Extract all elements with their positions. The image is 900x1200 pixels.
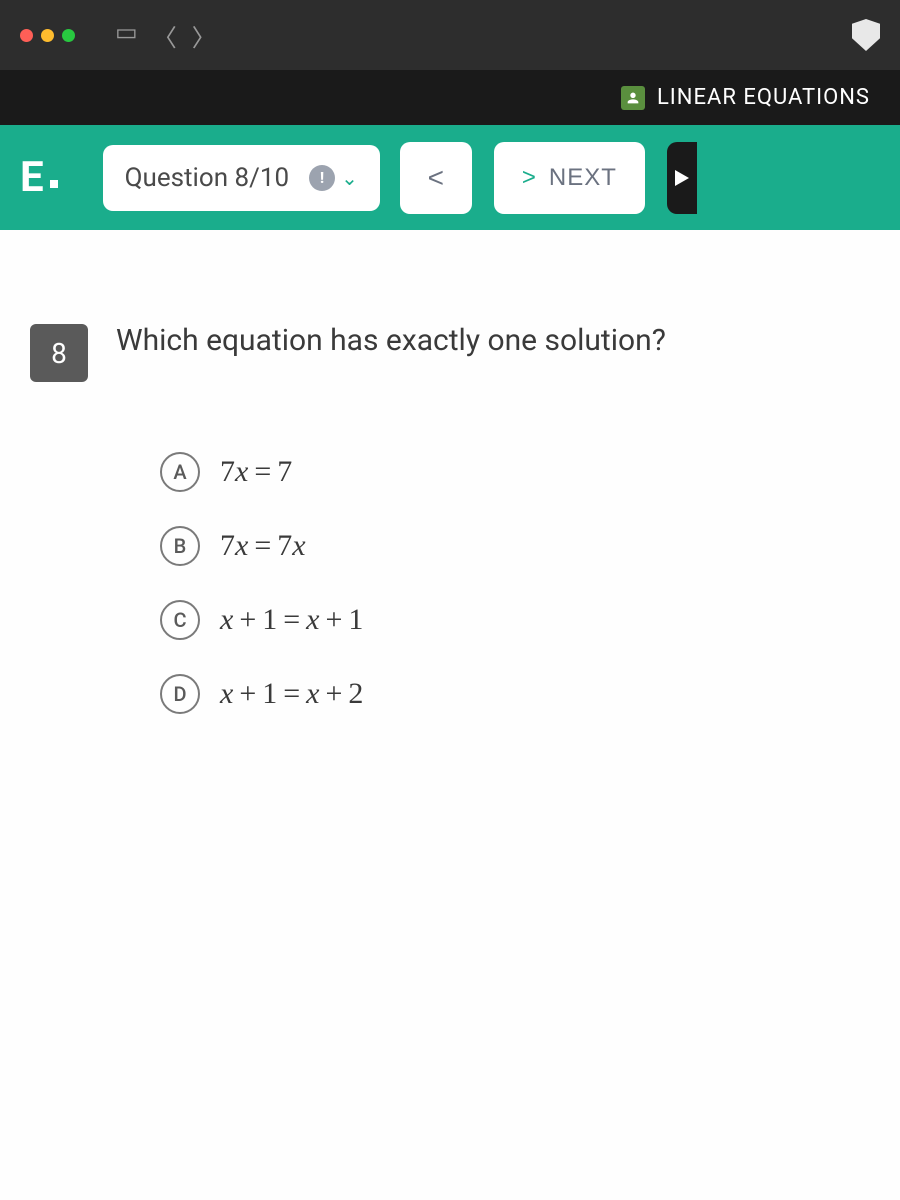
chevron-down-icon: ⌄ xyxy=(341,166,358,190)
brand-logo[interactable]: E xyxy=(0,125,78,230)
answer-letter-badge: B xyxy=(160,526,200,566)
answer-option-a[interactable]: A 7x=7 xyxy=(160,452,870,492)
answer-letter-badge: C xyxy=(160,600,200,640)
window-controls xyxy=(20,29,75,42)
question-counter-label: Question 8/10 xyxy=(125,163,289,193)
brand-letter: E xyxy=(20,153,44,202)
play-icon xyxy=(675,170,689,186)
answer-list: A 7x=7 B 7x=7x C x+1=x+1 D x+1=x+2 xyxy=(160,452,870,714)
browser-chrome: ▭ 〈 〉 xyxy=(0,0,900,70)
person-icon xyxy=(621,86,645,110)
answer-letter-badge: D xyxy=(160,674,200,714)
answer-option-c[interactable]: C x+1=x+1 xyxy=(160,600,870,640)
answer-text: x+1=x+2 xyxy=(220,677,363,711)
minimize-window-button[interactable] xyxy=(41,29,54,42)
question-text: Which equation has exactly one solution? xyxy=(116,320,666,362)
alert-icon: ! xyxy=(309,165,335,191)
shield-icon[interactable] xyxy=(852,19,880,51)
question-row: 8 Which equation has exactly one solutio… xyxy=(30,320,870,382)
sidebar-toggle-icon[interactable]: ▭ xyxy=(115,18,138,53)
browser-nav-controls: ▭ 〈 〉 xyxy=(115,18,216,53)
next-button-label: NEXT xyxy=(549,164,617,192)
chevron-right-icon: > xyxy=(522,164,537,192)
brand-dot-icon xyxy=(50,180,58,188)
question-counter-pill[interactable]: Question 8/10 ! ⌄ xyxy=(103,145,380,211)
question-number-badge: 8 xyxy=(30,324,88,382)
alert-dropdown[interactable]: ! ⌄ xyxy=(309,165,358,191)
play-button[interactable] xyxy=(667,142,697,214)
chevron-left-icon: < xyxy=(428,162,444,194)
answer-option-b[interactable]: B 7x=7x xyxy=(160,526,870,566)
close-window-button[interactable] xyxy=(20,29,33,42)
answer-option-d[interactable]: D x+1=x+2 xyxy=(160,674,870,714)
topic-bar: LINEAR EQUATIONS xyxy=(0,70,900,125)
question-content: 8 Which equation has exactly one solutio… xyxy=(0,230,900,1200)
back-icon[interactable]: 〈 xyxy=(153,18,177,53)
forward-icon[interactable]: 〉 xyxy=(192,18,216,53)
maximize-window-button[interactable] xyxy=(62,29,75,42)
answer-text: 7x=7x xyxy=(220,529,306,563)
answer-letter-badge: A xyxy=(160,452,200,492)
answer-text: x+1=x+1 xyxy=(220,603,363,637)
quiz-nav-bar: E Question 8/10 ! ⌄ < > NEXT xyxy=(0,125,900,230)
prev-question-button[interactable]: < xyxy=(400,142,472,214)
topic-title: LINEAR EQUATIONS xyxy=(657,85,870,110)
answer-text: 7x=7 xyxy=(220,455,292,489)
next-question-button[interactable]: > NEXT xyxy=(494,142,645,214)
